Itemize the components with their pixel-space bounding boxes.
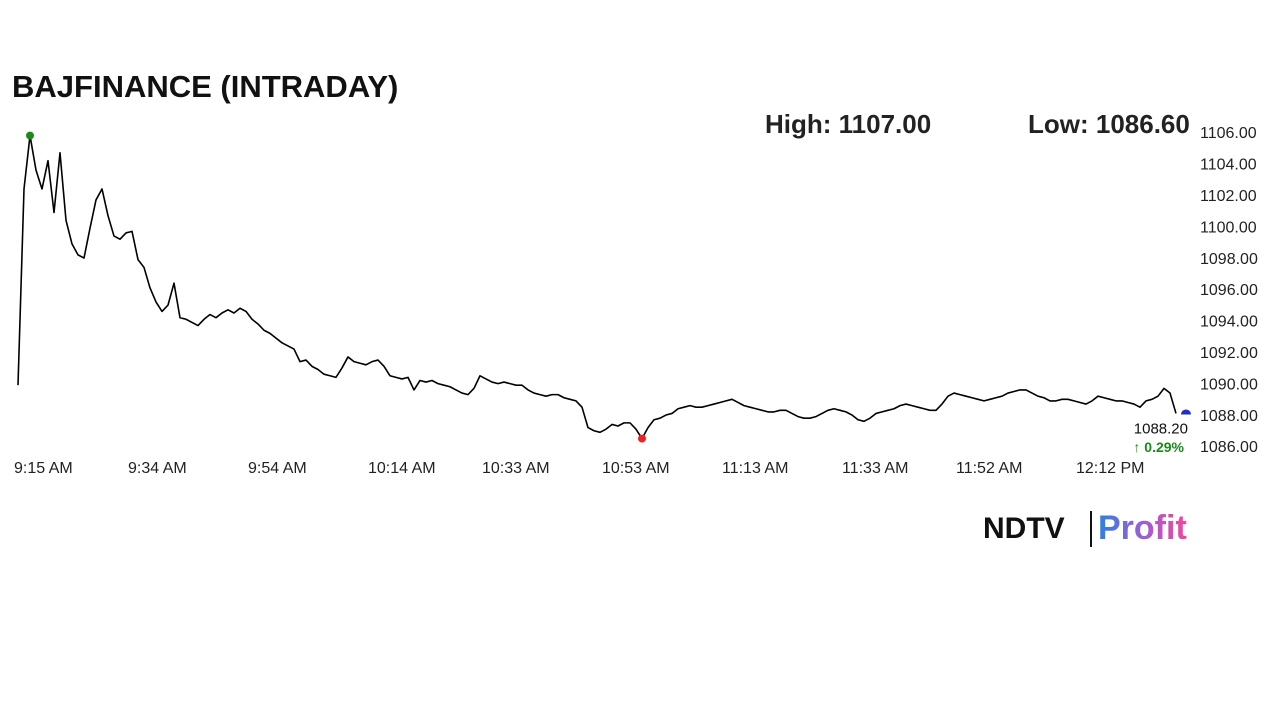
low-stat: Low: 1086.60: [1028, 109, 1190, 139]
y-tick-label: 1106.00: [1200, 125, 1257, 142]
y-tick-label: 1098.00: [1200, 251, 1258, 268]
low-marker: [638, 434, 646, 443]
last-marker: [1181, 409, 1191, 415]
chart-title: BAJFINANCE (INTRADAY): [12, 69, 398, 104]
y-tick-label: 1088.00: [1200, 408, 1258, 425]
x-tick-label: 11:52 AM: [956, 460, 1022, 477]
x-tick-label: 12:12 PM: [1076, 460, 1144, 477]
logo-product: Profit: [1098, 509, 1187, 547]
y-tick-label: 1102.00: [1200, 188, 1257, 205]
price-line: [17, 134, 1177, 440]
y-tick-label: 1100.00: [1200, 219, 1257, 236]
high-stat: High: 1107.00: [765, 109, 931, 139]
x-tick-label: 10:53 AM: [602, 460, 670, 477]
x-tick-label: 10:33 AM: [482, 460, 550, 477]
logo: NDTV Profit: [983, 509, 1187, 547]
y-tick-label: 1104.00: [1200, 157, 1257, 174]
x-tick-label: 9:15 AM: [14, 460, 73, 477]
y-tick-label: 1094.00: [1200, 314, 1258, 331]
change-label: ↑ 0.29%: [1133, 439, 1184, 455]
y-tick-label: 1090.00: [1200, 376, 1258, 393]
logo-divider: [1090, 511, 1092, 547]
y-tick-label: 1096.00: [1200, 282, 1258, 299]
x-tick-label: 9:54 AM: [248, 460, 307, 477]
x-tick-label: 10:14 AM: [368, 460, 436, 477]
x-tick-label: 9:34 AM: [128, 460, 187, 477]
y-tick-label: 1092.00: [1200, 345, 1258, 362]
high-marker: [26, 131, 34, 140]
x-tick-label: 11:33 AM: [842, 460, 908, 477]
last-price-label: 1088.20: [1134, 420, 1188, 437]
logo-brand: NDTV: [983, 512, 1065, 545]
x-tick-label: 11:13 AM: [722, 460, 788, 477]
y-tick-label: 1086.00: [1200, 439, 1258, 456]
